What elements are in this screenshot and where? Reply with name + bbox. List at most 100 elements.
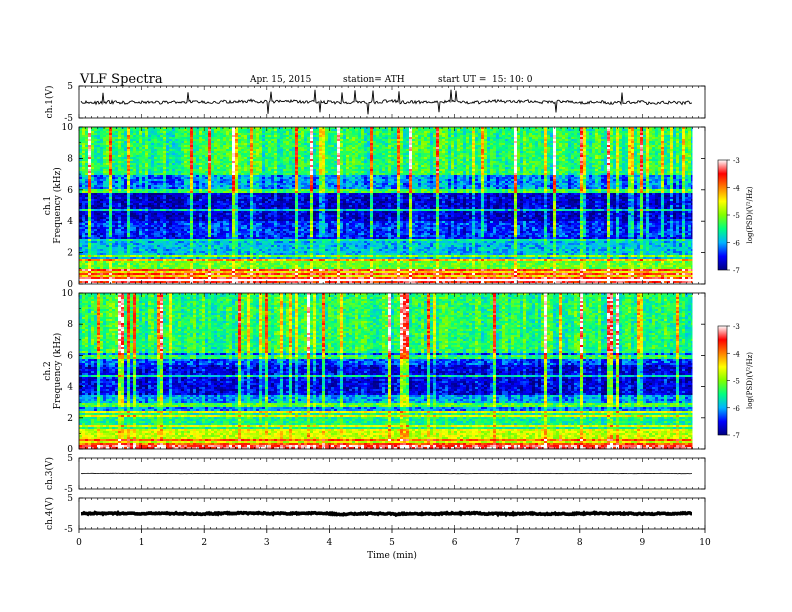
spectrogram-cell [562,133,565,135]
spectrogram-cell [250,129,253,131]
spectrogram-cell [469,129,472,131]
spectrogram-cell [535,135,538,137]
spectrogram-cell [376,137,379,139]
spectrogram-cell [136,139,139,141]
spectrogram-cell [616,133,619,135]
spectrogram-cell [184,137,187,139]
spectrogram-cell [310,137,313,139]
spectrogram-cell [238,133,241,135]
spectrogram-cell [265,135,268,137]
spectrogram-cell [397,135,400,137]
spectrogram-cell [118,131,121,133]
spectrogram-cell [688,133,691,135]
spectrogram-cell [397,129,400,131]
spectrogram-cell [580,133,583,135]
spectrogram-cell [436,133,439,135]
spectrogram-cell [652,129,655,131]
spectrogram-cell [517,135,520,137]
spectrogram-cell [484,131,487,133]
spectrogram-cell [673,135,676,137]
spectrogram-cell [196,135,199,137]
spectrogram-cell [415,129,418,131]
spectrogram-cell [508,133,511,135]
spectrogram-cell [115,137,118,139]
spectrogram-cell [616,129,619,131]
spectrogram-cell [688,129,691,131]
spectrogram-cell [292,135,295,137]
spectrogram-cell [619,135,622,137]
spectrogram-cell [508,131,511,133]
spectrogram-cell [109,133,112,135]
spectrogram-cell [628,137,631,139]
spectrogram-cell [232,139,235,141]
spectrogram-cell [223,131,226,133]
spectrogram-cell [640,133,643,135]
spectrogram-cell [595,131,598,133]
spectrogram-cell [481,133,484,135]
spectrogram-cell [235,133,238,135]
spectrogram-cell [577,135,580,137]
spectrogram-cell [583,129,586,131]
spectrogram-cell [244,131,247,133]
spectrogram-cell [211,139,214,141]
spectrogram-cell [346,131,349,133]
spectrogram-cell [412,129,415,131]
spectrogram-cell [430,135,433,137]
spectrogram-cell [412,137,415,139]
spectrogram-cell [109,131,112,133]
spectrogram-cell [661,137,664,139]
spectrogram-cell [223,135,226,137]
spectrogram-cell [625,131,628,133]
spectrogram-cell [109,129,112,131]
spectrogram-cell [586,137,589,139]
spectrogram-cell [88,139,91,141]
spectrogram-cell [172,131,175,133]
spectrogram-cell [271,129,274,131]
spectrogram-cell [166,129,169,131]
spectrogram-cell [184,131,187,133]
spectrogram-cell [421,137,424,139]
spectrogram-cell [91,137,94,139]
spectrogram-cell [319,133,322,135]
spectrogram-cell [481,135,484,137]
spectrogram-cell [562,131,565,133]
spectrogram-cell [175,129,178,131]
spectrogram-cell [628,129,631,131]
spectrogram-cell [634,133,637,135]
spectrogram-cell [406,133,409,135]
spectrogram-cell [610,131,613,133]
spectrogram-cell [88,135,91,137]
spectrogram-cell [598,137,601,139]
spectrogram-cell [244,129,247,131]
spectrogram-cell [280,135,283,137]
spectrogram-cell [622,131,625,133]
spectrogram-cell [616,135,619,137]
spectrogram-cell [460,129,463,131]
spectrogram-cell [328,133,331,135]
spectrogram-cell [445,137,448,139]
spectrogram-cell [376,133,379,135]
spectrogram-cell [415,137,418,139]
spectrogram-cell [418,135,421,137]
spectrogram-cell [136,133,139,135]
spectrogram-cell [196,139,199,141]
spectrogram-cell [469,133,472,135]
spectrogram-cell [667,135,670,137]
spectrogram-cell [604,131,607,133]
spectrogram-cell [298,131,301,133]
spectrogram-cell [490,137,493,139]
spectrogram-cell [553,129,556,131]
spectrogram-cell [424,129,427,131]
spectrogram-cell [208,129,211,131]
spectrogram-cell [592,129,595,131]
spectrogram-cell [661,133,664,135]
spectrogram-cell [631,135,634,137]
spectrogram-cell [154,131,157,133]
spectrogram-cell [547,131,550,133]
spectrogram-cell [79,139,82,141]
spectrogram-cell [169,129,172,131]
spectrogram-cell [670,133,673,135]
spectrogram-cell [397,131,400,133]
spectrogram-cell [109,135,112,137]
spectrogram-cell [265,131,268,133]
